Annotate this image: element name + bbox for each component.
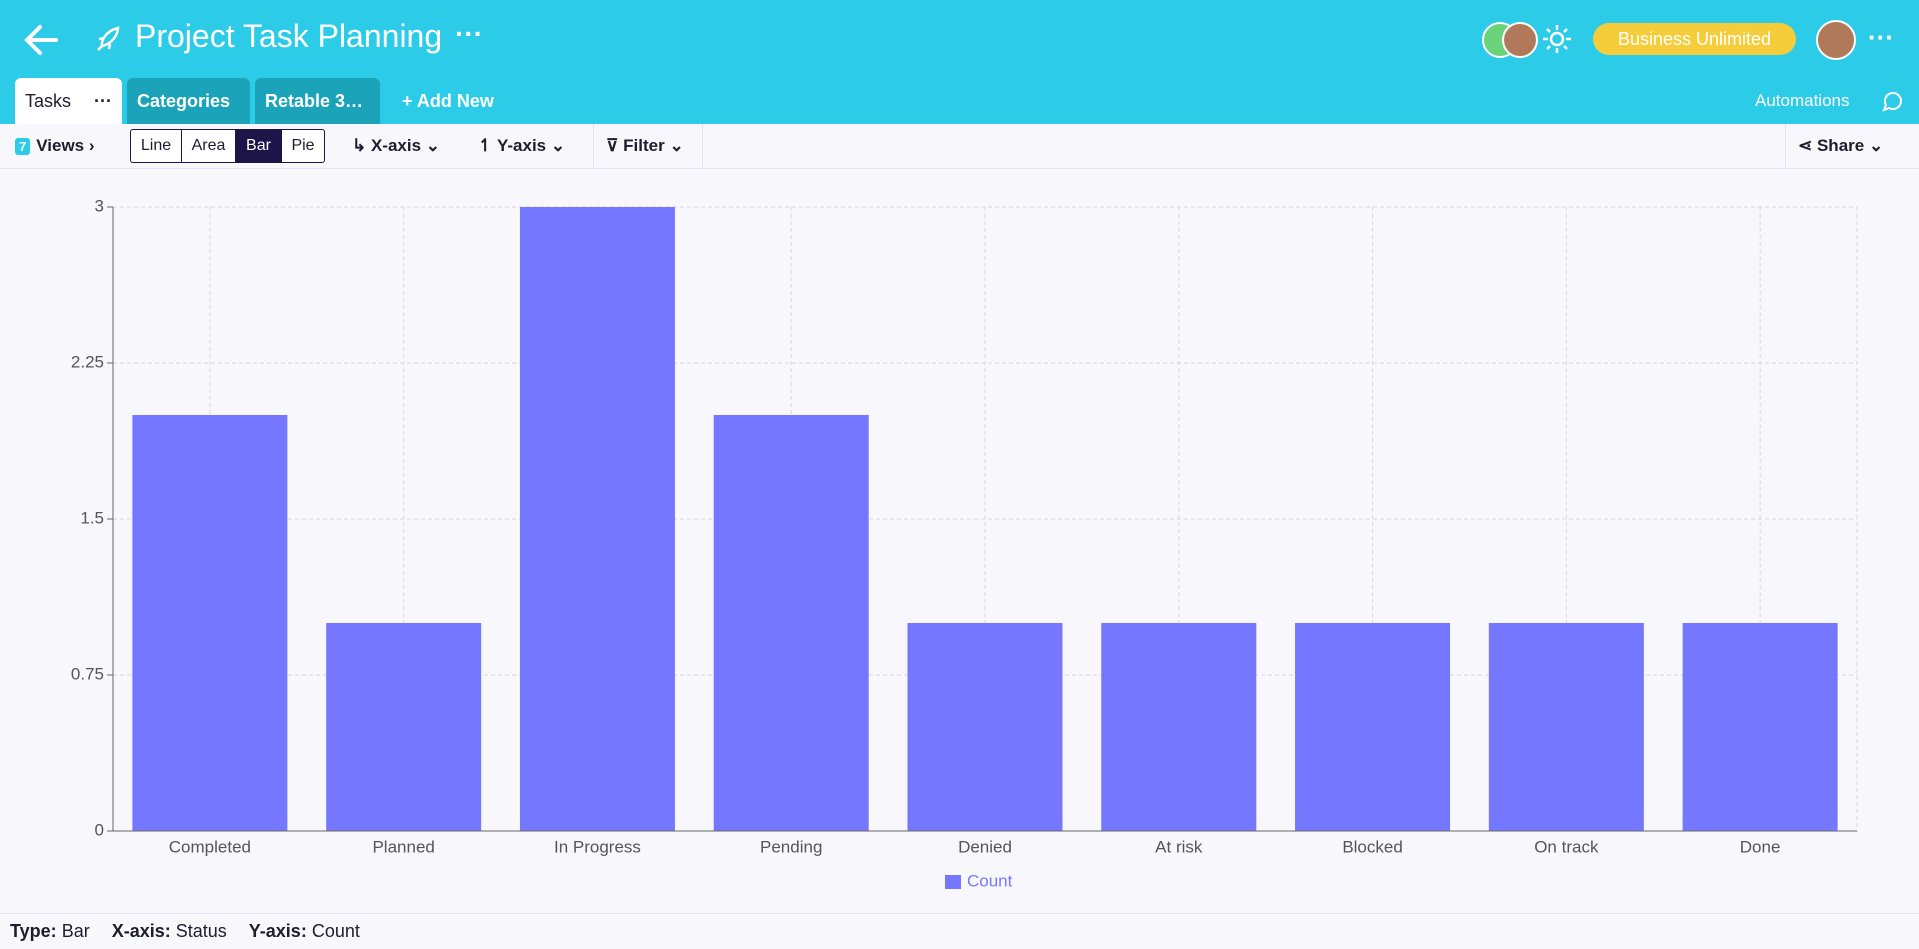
bar (326, 623, 482, 831)
x-tick-label: At risk (1155, 837, 1203, 856)
footer-item: Y-axis: Count (249, 921, 360, 942)
x-tick-label: Blocked (1342, 837, 1402, 856)
menu-button[interactable]: ··· (1868, 22, 1894, 52)
filter-label: Filter (623, 136, 665, 155)
chart-type-button[interactable]: Line (130, 129, 182, 163)
share-menu[interactable]: ⋖ Share ⌄ (1785, 124, 1883, 168)
tab[interactable]: Retable 3… (255, 78, 380, 124)
bar (1682, 623, 1838, 831)
x-tick-label: Pending (760, 837, 822, 856)
views-count: 7 (15, 137, 31, 155)
toolbar: 7 Views › Line Area Bar Pie ↳ X-axis ⌄ ↿ Y-a… (0, 124, 1919, 169)
x-tick-label: Done (1740, 837, 1781, 856)
y-axis-label: Y-axis (496, 136, 547, 155)
bar (907, 623, 1063, 831)
plan-badge[interactable]: Business Unlimited (1593, 23, 1796, 55)
bar (1488, 623, 1644, 831)
bar (519, 207, 675, 831)
footer-label: Type: (10, 921, 57, 941)
footer-value: Count (311, 921, 360, 941)
tab[interactable]: Tasks ··· (15, 78, 122, 124)
tab-label: Categories (137, 90, 231, 111)
chart-type-button[interactable]: Bar (235, 129, 282, 163)
y-tick-label: 2.25 (71, 352, 104, 371)
tab[interactable]: Categories (127, 78, 250, 124)
footer: Type: Bar X-axis: Status Y-axis: Count (0, 913, 1919, 949)
legend-label: Count (967, 871, 1013, 890)
comments-icon[interactable] (1880, 90, 1904, 114)
x-tick-label: In Progress (554, 837, 641, 856)
footer-item: X-axis: Status (112, 921, 227, 942)
avatar (1502, 22, 1538, 58)
filter-menu[interactable]: ⊽ Filter ⌄ (593, 124, 703, 168)
legend-swatch (945, 875, 961, 889)
bar (1295, 623, 1451, 831)
rocket-icon (97, 26, 120, 51)
chart: 0 0.75 1.5 2.25 3 Completed Planned In Progress… (71, 196, 1858, 890)
x-axis-menu[interactable]: ↳ X-axis ⌄ (352, 136, 441, 155)
x-tick-label: Planned (372, 837, 434, 856)
views[interactable]: 7 Views › (15, 124, 95, 168)
footer-value: Status (175, 921, 227, 941)
back-button[interactable] (22, 22, 60, 58)
y-tick-label: 0 (95, 820, 104, 839)
footer-label: X-axis: (111, 921, 171, 941)
chart-type-button[interactable]: Area (181, 129, 236, 163)
add-new[interactable]: + Add New (402, 91, 494, 111)
tab-label: Tasks (25, 90, 72, 111)
add-new-label: Add New (416, 91, 494, 111)
x-tick-label: Completed (169, 837, 251, 856)
automations[interactable]: Automations (1755, 91, 1850, 110)
chart-type-button[interactable]: Pie (281, 129, 325, 163)
y-tick-label: 0.75 (71, 664, 104, 683)
title: Project Task Planning (135, 18, 443, 54)
footer-item: Type: Bar (10, 921, 90, 942)
x-tick-label: Denied (958, 837, 1012, 856)
more-button[interactable]: ··· (455, 18, 483, 49)
bar (1101, 623, 1257, 831)
header: Project Task Planning ··· Business Unlim… (0, 0, 1919, 124)
bar (132, 415, 288, 831)
footer-label: Y-axis: (248, 921, 307, 941)
user-avatar[interactable] (1816, 20, 1856, 60)
x-tick-label: On track (1534, 837, 1599, 856)
tab-label: Retable 3… (265, 90, 364, 111)
footer-value: Bar (61, 921, 90, 941)
share-label: Share (1816, 136, 1865, 155)
y-axis-menu[interactable]: ↿ Y-axis ⌄ (478, 136, 566, 155)
y-tick-label: 3 (95, 196, 104, 215)
theme-toggle[interactable] (1542, 24, 1572, 54)
x-axis-label: X-axis (370, 136, 422, 155)
bar (713, 415, 869, 831)
views-label: Views (36, 136, 85, 155)
y-tick-label: 1.5 (80, 508, 104, 527)
